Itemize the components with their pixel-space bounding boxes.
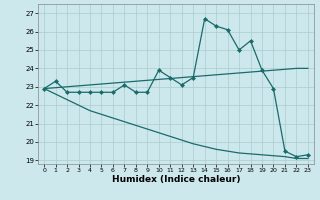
X-axis label: Humidex (Indice chaleur): Humidex (Indice chaleur) xyxy=(112,175,240,184)
